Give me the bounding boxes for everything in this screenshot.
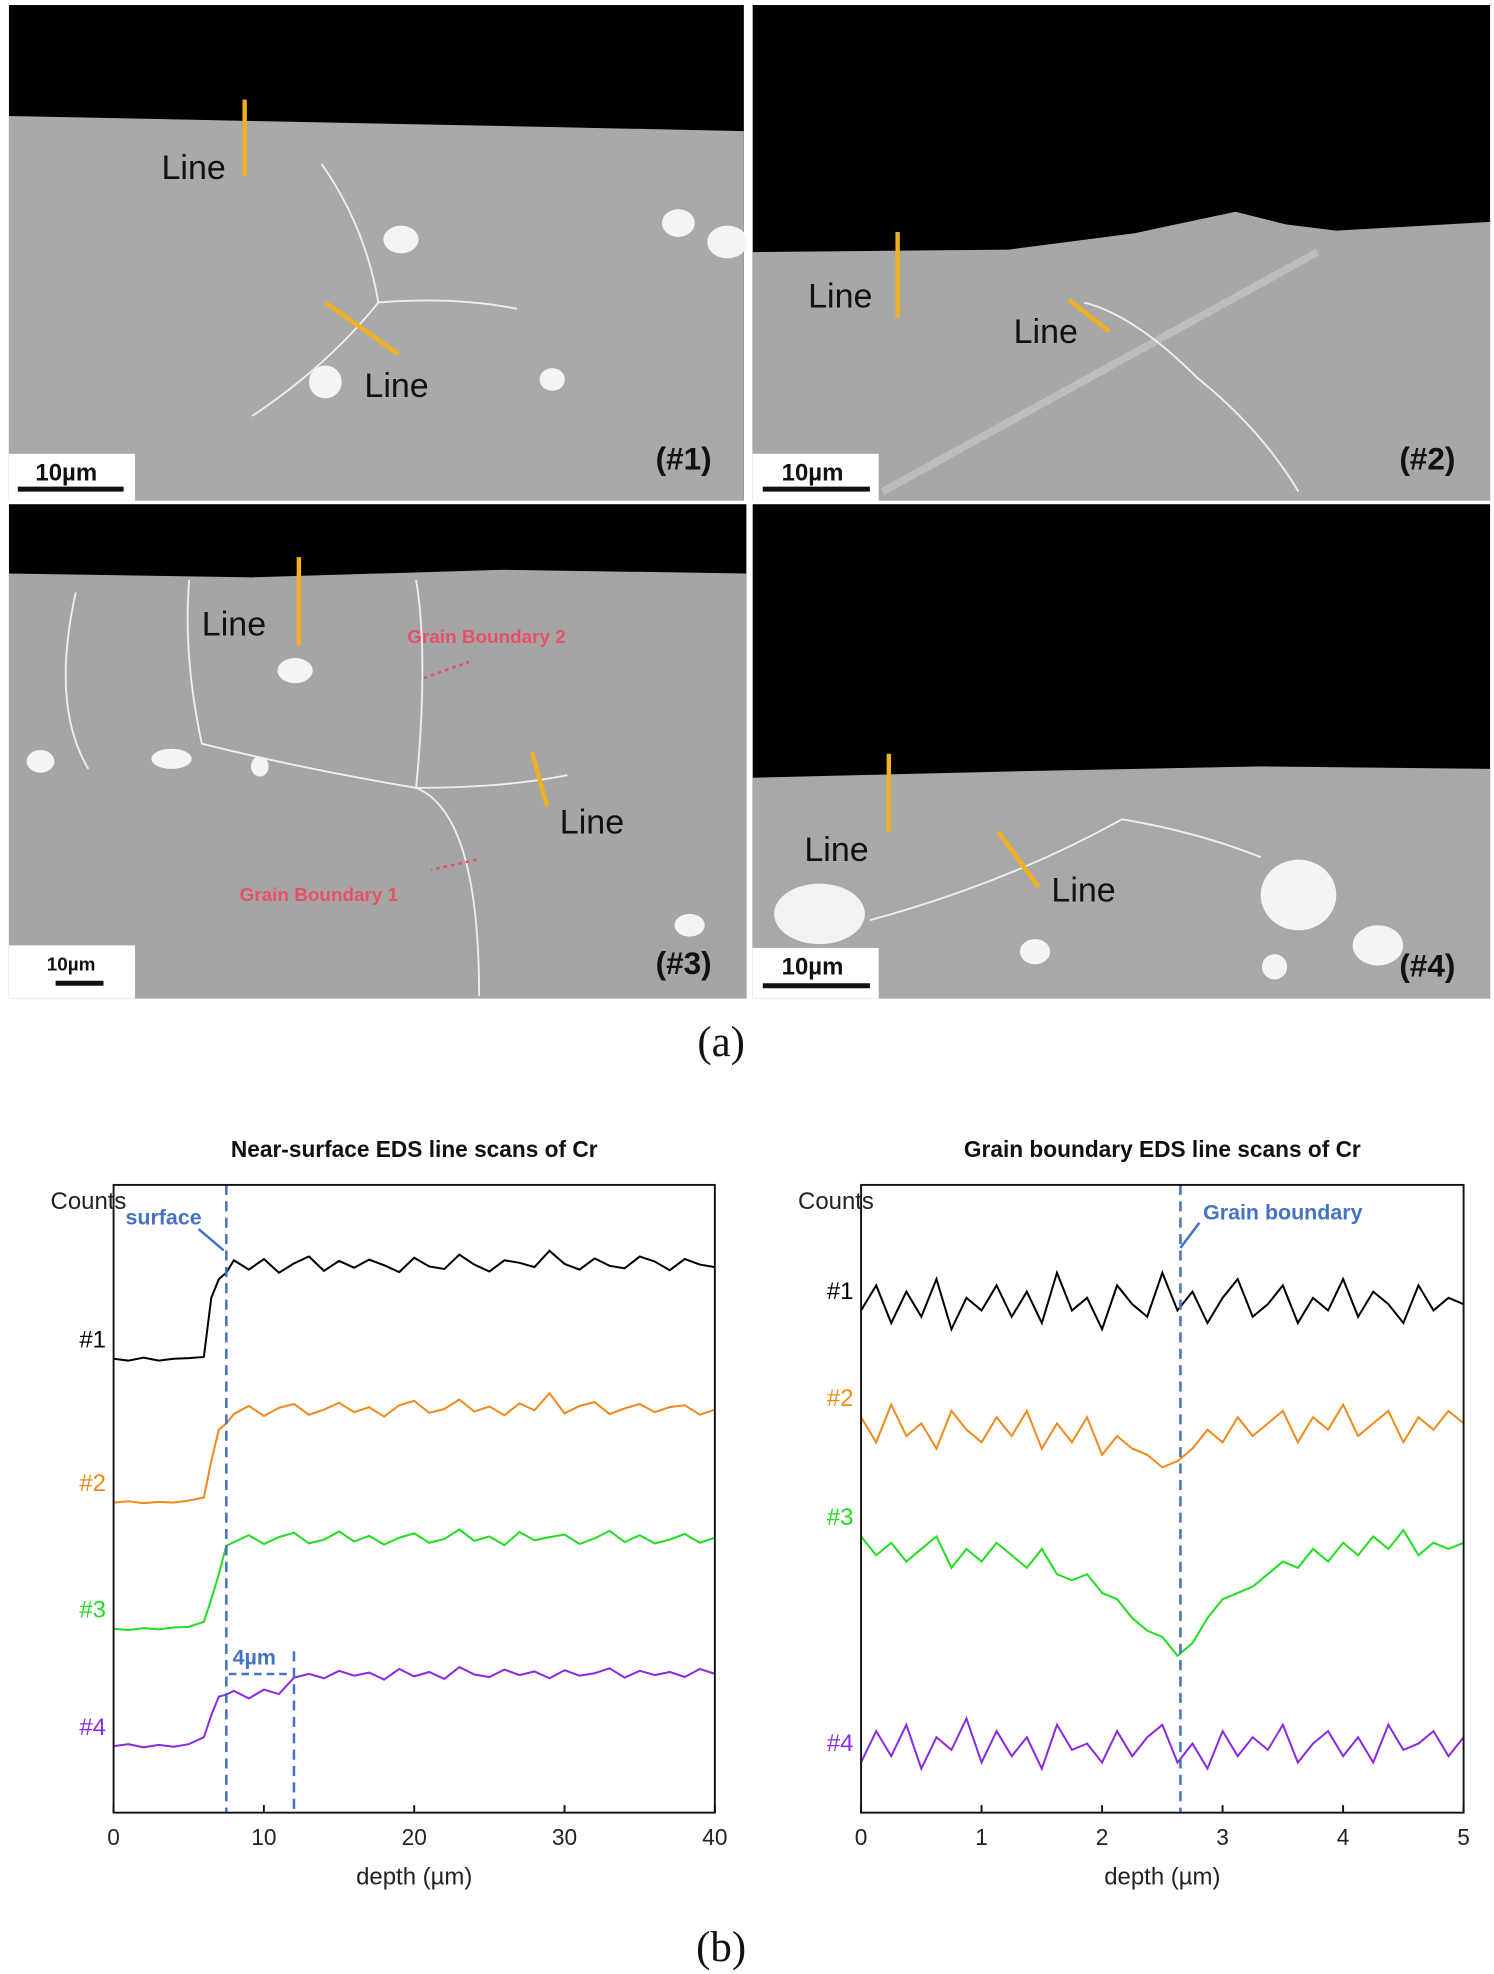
series-label: #2 (79, 1470, 106, 1497)
sem-image: Line Line Grain Boundary 2 Grain Boundar… (8, 504, 747, 999)
line-label: Line (161, 149, 225, 187)
scale-bar-label: 10µm (782, 953, 844, 980)
x-tick-label: 20 (402, 1824, 427, 1850)
chart-title: Near-surface EDS line scans of Cr (231, 1136, 598, 1162)
panel-tag: (#2) (1399, 441, 1455, 477)
plot-frame (860, 1183, 1465, 1814)
line-label: Line (560, 803, 624, 841)
annotation: surface (125, 1206, 201, 1230)
annotation: Grain boundary (1203, 1201, 1362, 1225)
scale-bar-label: 10µm (35, 459, 97, 486)
series-label: #4 (827, 1730, 854, 1757)
data-line (860, 1715, 1465, 1772)
line-label: Line (804, 831, 868, 869)
x-tick-label: 0 (107, 1824, 120, 1850)
chart-title: Grain boundary EDS line scans of Cr (964, 1136, 1361, 1162)
x-tick-label: 5 (1457, 1824, 1470, 1850)
data-line (860, 1528, 1464, 1658)
data-line (860, 1269, 1465, 1333)
series-label: #4 (79, 1714, 106, 1741)
arrow (197, 1228, 225, 1252)
data-line (113, 1528, 716, 1632)
panel-tag: (#4) (1399, 947, 1455, 983)
line-label: Line (202, 605, 266, 643)
panel-tag: (#3) (656, 945, 712, 981)
x-tick-label: 40 (702, 1824, 727, 1850)
y-axis-label: Counts (798, 1188, 874, 1215)
annotation: 4µm (233, 1646, 276, 1670)
data-line (113, 1665, 716, 1749)
y-axis-label: Counts (51, 1188, 127, 1215)
caption: (a) (697, 1019, 745, 1066)
series-label: #1 (79, 1326, 106, 1353)
panel-tag: (#1) (656, 441, 712, 477)
x-tick-label: 30 (552, 1824, 577, 1850)
arrow (1179, 1221, 1201, 1249)
scale-bar-label: 10µm (47, 955, 96, 976)
x-axis-label: depth (µm) (356, 1864, 472, 1891)
line-label: Line (1014, 313, 1078, 351)
series-label: #1 (827, 1278, 854, 1305)
data-line (113, 1391, 716, 1505)
grain-boundary-label: Grain Boundary 1 (240, 885, 399, 906)
sem-image: Line Line 10µm (#1) (8, 5, 748, 501)
x-axis-label: depth (µm) (1104, 1864, 1220, 1891)
x-tick-label: 1 (975, 1824, 988, 1850)
line-label: Line (364, 367, 428, 405)
x-tick-label: 10 (251, 1824, 276, 1850)
sem-image: Line Line 10µm (#2) (752, 5, 1491, 501)
plot-frame (112, 1183, 716, 1814)
line-label: Line (1051, 871, 1115, 909)
grain-boundary-label: Grain Boundary 2 (407, 627, 566, 648)
series-label: #2 (827, 1385, 854, 1412)
scale-bar-label: 10µm (782, 459, 844, 486)
x-tick-label: 3 (1216, 1824, 1229, 1850)
sem-image: Line Line 10µm (#4) (752, 504, 1491, 999)
line-label: Line (808, 278, 872, 316)
x-tick-label: 4 (1337, 1824, 1350, 1850)
caption: (b) (696, 1924, 746, 1971)
series-label: #3 (79, 1596, 106, 1623)
series-label: #3 (827, 1504, 854, 1531)
data-line (860, 1402, 1465, 1469)
x-tick-label: 0 (855, 1824, 868, 1850)
x-tick-label: 2 (1096, 1824, 1109, 1850)
data-line (113, 1249, 716, 1362)
